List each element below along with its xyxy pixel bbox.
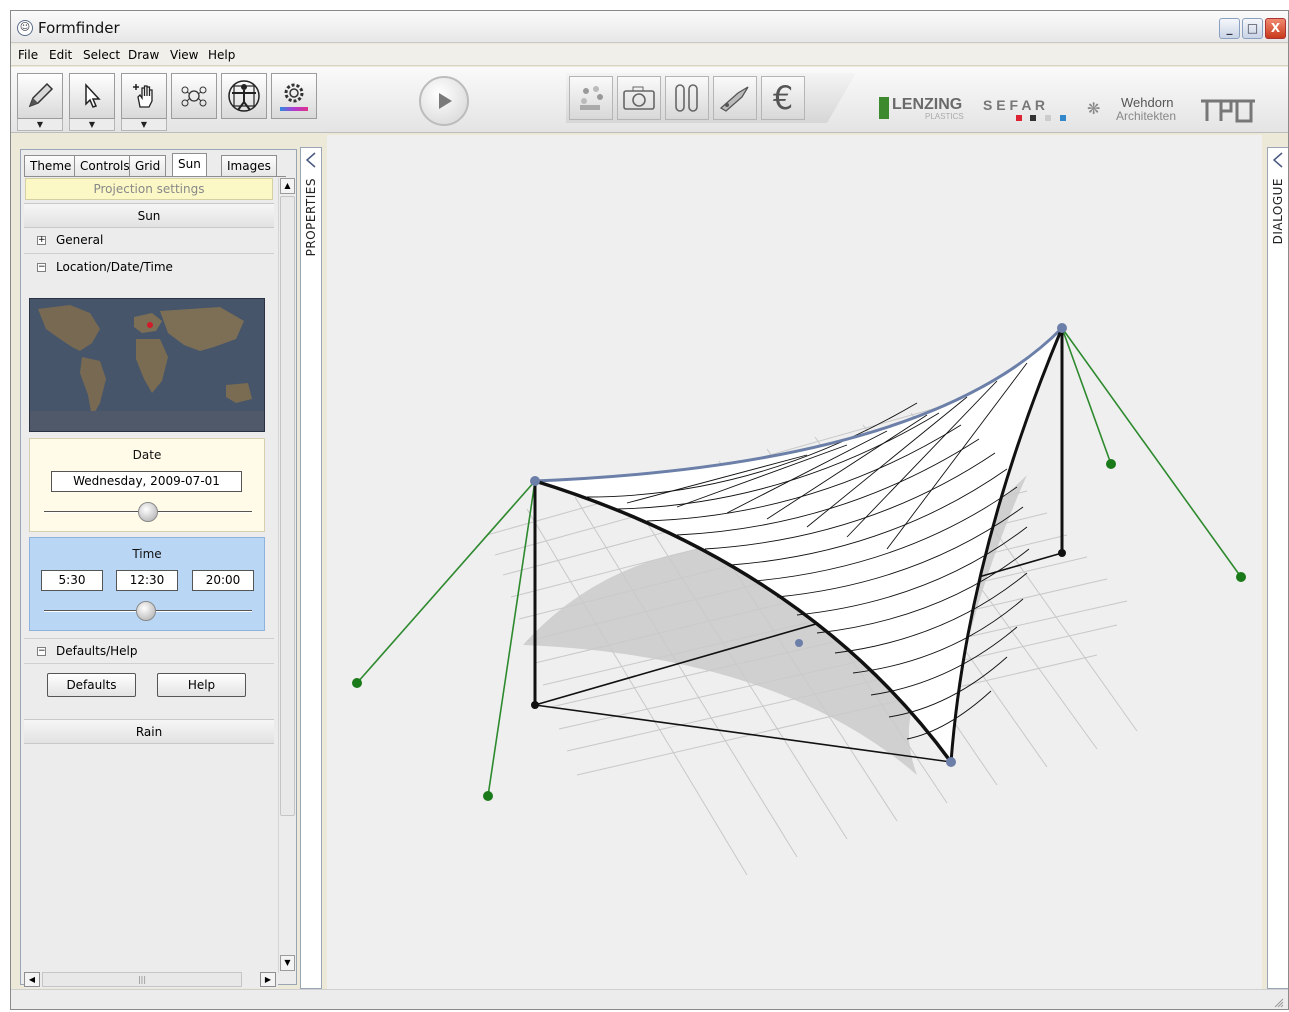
collapse-left-icon bbox=[1273, 152, 1283, 168]
properties-side-tab[interactable]: PROPERTIES bbox=[300, 147, 322, 989]
material-icon[interactable] bbox=[569, 76, 613, 120]
time-label: Time bbox=[132, 547, 162, 561]
defaults-button[interactable]: Defaults bbox=[47, 673, 136, 697]
time-start-field[interactable]: 5:30 bbox=[41, 570, 103, 591]
dialogue-label: DIALOGUE bbox=[1271, 178, 1285, 245]
menu-file[interactable]: File bbox=[18, 48, 39, 62]
date-box: Date Wednesday, 2009-07-01 bbox=[29, 438, 265, 532]
projection-settings[interactable]: Projection settings bbox=[25, 178, 273, 200]
dialogue-side-tab[interactable]: DIALOGUE bbox=[1267, 147, 1288, 989]
title-bar: ☺ Formfinder _ □ X bbox=[11, 11, 1288, 43]
scroll-up-arrow[interactable]: ▲ bbox=[280, 178, 295, 194]
membrane-scene bbox=[352, 323, 1246, 876]
membrane-surface bbox=[534, 326, 1064, 764]
pointer-icon[interactable] bbox=[69, 73, 115, 119]
date-slider[interactable] bbox=[138, 502, 158, 522]
tab-theme[interactable]: Theme bbox=[24, 155, 78, 176]
panel-vertical-scrollbar[interactable]: ▲ ▼ bbox=[278, 178, 295, 973]
pointer-dropdown[interactable]: ▼ bbox=[69, 119, 115, 131]
time-current-field[interactable]: 12:30 bbox=[116, 570, 178, 591]
time-box: Time 5:30 12:30 20:00 bbox=[29, 537, 265, 631]
sefar-logo: S E F A R bbox=[983, 97, 1073, 123]
3d-viewport[interactable] bbox=[327, 135, 1262, 1009]
help-button[interactable]: Help bbox=[157, 673, 246, 697]
tab-grid[interactable]: Grid bbox=[129, 155, 167, 176]
tab-divider bbox=[24, 176, 286, 177]
nodes-icon[interactable] bbox=[171, 73, 217, 119]
panel-tabs: Theme Controls Grid Sun Images bbox=[24, 153, 286, 177]
maximize-button[interactable]: □ bbox=[1242, 18, 1263, 39]
status-bar bbox=[11, 989, 1288, 1009]
time-end-field[interactable]: 20:00 bbox=[192, 570, 254, 591]
collapse-left-icon bbox=[306, 152, 316, 168]
location-section[interactable]: − Location/Date/Time bbox=[24, 255, 274, 281]
scroll-thumb[interactable] bbox=[280, 196, 295, 816]
camera-icon[interactable] bbox=[617, 76, 661, 120]
knife-icon[interactable] bbox=[713, 76, 757, 120]
world-map[interactable] bbox=[29, 298, 265, 432]
date-field[interactable]: Wednesday, 2009-07-01 bbox=[51, 471, 242, 492]
general-section[interactable]: + General bbox=[24, 228, 274, 254]
scroll-left-arrow[interactable]: ◀ bbox=[24, 972, 40, 987]
menu-select[interactable]: Select bbox=[83, 48, 121, 62]
hand-dropdown[interactable]: ▼ bbox=[121, 119, 167, 131]
app-window: ☺ Formfinder _ □ X File Edit Select Draw… bbox=[10, 10, 1289, 1010]
app-icon: ☺ bbox=[17, 20, 33, 36]
membrane-corners bbox=[530, 323, 1067, 767]
menu-edit[interactable]: Edit bbox=[49, 48, 73, 62]
properties-panel: Theme Controls Grid Sun Images Projectio… bbox=[20, 149, 297, 988]
settings-icon[interactable] bbox=[271, 73, 317, 119]
columns-icon[interactable] bbox=[665, 76, 709, 120]
guy-cables bbox=[356, 327, 1242, 797]
panel-horizontal-scrollbar[interactable]: ◀ ||| ▶ bbox=[24, 971, 278, 988]
menu-help[interactable]: Help bbox=[208, 48, 236, 62]
time-slider[interactable] bbox=[135, 601, 156, 621]
tab-images[interactable]: Images bbox=[221, 155, 277, 176]
euro-symbol: € bbox=[772, 79, 794, 117]
play-icon[interactable] bbox=[419, 76, 469, 126]
hand-icon[interactable] bbox=[121, 73, 167, 119]
location-label: Location/Date/Time bbox=[56, 260, 173, 274]
menu-bar: File Edit Select Draw View Help bbox=[11, 44, 1288, 66]
menu-draw[interactable]: Draw bbox=[128, 48, 160, 62]
anchor-points bbox=[352, 459, 1246, 801]
menu-view[interactable]: View bbox=[170, 48, 199, 62]
lenzing-logo: LENZING PLASTICS bbox=[879, 96, 969, 123]
defaults-help-label: Defaults/Help bbox=[56, 644, 138, 658]
window-title: Formfinder bbox=[38, 19, 120, 37]
minimize-button[interactable]: _ bbox=[1219, 18, 1240, 39]
close-button[interactable]: X bbox=[1265, 18, 1286, 39]
masts bbox=[533, 328, 1064, 705]
wehdorn-emblem-icon: ❋ bbox=[1087, 99, 1101, 118]
tab-controls[interactable]: Controls bbox=[74, 155, 136, 176]
defaults-help-section[interactable]: − Defaults/Help bbox=[24, 638, 274, 664]
date-label: Date bbox=[132, 448, 162, 462]
location-marker-icon bbox=[147, 322, 153, 328]
collapse-icon[interactable]: − bbox=[37, 646, 46, 656]
hscroll-thumb[interactable]: ||| bbox=[42, 972, 242, 987]
properties-label: PROPERTIES bbox=[304, 178, 318, 257]
expand-icon[interactable]: + bbox=[37, 235, 46, 245]
scroll-down-arrow[interactable]: ▼ bbox=[280, 955, 295, 971]
analysis-toolstrip: € bbox=[566, 73, 856, 123]
euro-icon[interactable]: € bbox=[761, 76, 805, 120]
wehdorn-logo: ❋ Wehdorn Architekten bbox=[1087, 95, 1177, 123]
pencil-icon[interactable] bbox=[17, 73, 63, 119]
resize-grip-icon bbox=[1274, 998, 1284, 1008]
mast-bases bbox=[531, 549, 1066, 709]
toolbar: ▼ ▼ ▼ bbox=[11, 67, 1288, 133]
general-label: General bbox=[56, 233, 104, 247]
scroll-right-arrow[interactable]: ▶ bbox=[260, 972, 276, 987]
sun-section-header[interactable]: Sun bbox=[24, 203, 274, 228]
vitruvian-icon[interactable] bbox=[221, 73, 267, 119]
pencil-dropdown[interactable]: ▼ bbox=[17, 119, 63, 131]
collapse-icon[interactable]: − bbox=[37, 262, 46, 272]
tu-logo: tu bbox=[1199, 97, 1259, 123]
rain-section-header[interactable]: Rain bbox=[24, 719, 274, 744]
tab-sun[interactable]: Sun bbox=[172, 153, 207, 177]
